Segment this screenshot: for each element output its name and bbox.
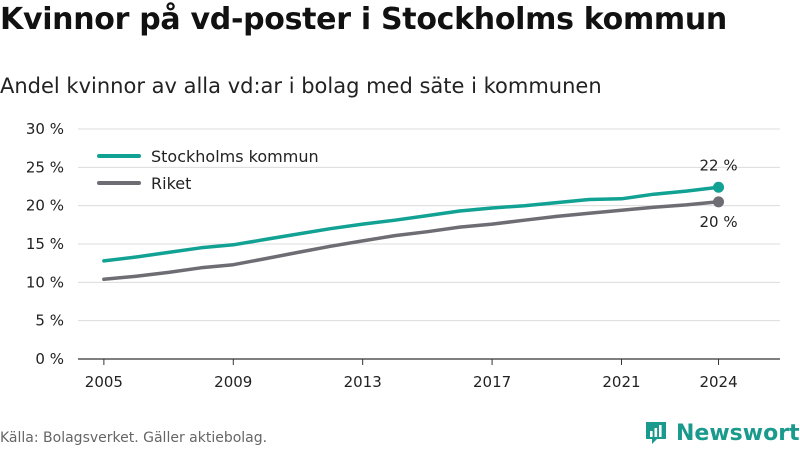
x-tick-label: 2009	[214, 373, 252, 391]
series-line	[102, 200, 721, 282]
brand-name: Newsworthy	[676, 420, 800, 446]
line-chart: 0 %5 %10 %15 %20 %25 %30 % 2005 2009 2013 2…	[26, 120, 780, 391]
y-axis-ticks: 0 % 5 % 10 % 15 % 20 % 25 % 30 %	[26, 120, 64, 368]
y-tick-label: 5 %	[35, 312, 64, 330]
end-labels: 22 % 20 %	[699, 156, 737, 231]
end-point-marker	[713, 196, 725, 208]
end-point-marker	[713, 181, 725, 193]
grid-lines	[78, 128, 780, 360]
y-tick-label: 25 %	[26, 158, 64, 176]
chart-title: Kvinnor på vd-poster i Stockholms kommun	[0, 2, 727, 37]
x-tick-label: 2013	[344, 373, 382, 391]
legend-label: Stockholms kommun	[151, 147, 319, 166]
end-value-label: 20 %	[699, 213, 737, 231]
newsworthy-logo-icon	[646, 422, 666, 444]
y-tick-label: 10 %	[26, 273, 64, 291]
newsworthy-logo[interactable]: Newsworthy	[644, 420, 800, 446]
legend-label: Riket	[151, 174, 191, 193]
y-tick-label: 15 %	[26, 235, 64, 253]
end-value-label: 22 %	[699, 156, 737, 174]
y-tick-label: 0 %	[35, 350, 64, 368]
series-lines	[102, 185, 721, 282]
source-note: Källa: Bolagsverket. Gäller aktiebolag.	[0, 430, 268, 446]
x-tick-label: 2021	[602, 373, 640, 391]
x-axis-ticks: 2005 2009 2013 2017 2021 2024	[85, 359, 738, 391]
series-line	[102, 185, 721, 263]
x-tick-label: 2017	[473, 373, 511, 391]
chart-subtitle: Andel kvinnor av alla vd:ar i bolag med …	[0, 74, 602, 98]
y-tick-label: 30 %	[26, 120, 64, 138]
y-tick-label: 20 %	[26, 197, 64, 215]
x-tick-label: 2005	[85, 373, 123, 391]
x-tick-label: 2024	[699, 373, 737, 391]
legend: Stockholms kommun Riket	[97, 147, 319, 193]
